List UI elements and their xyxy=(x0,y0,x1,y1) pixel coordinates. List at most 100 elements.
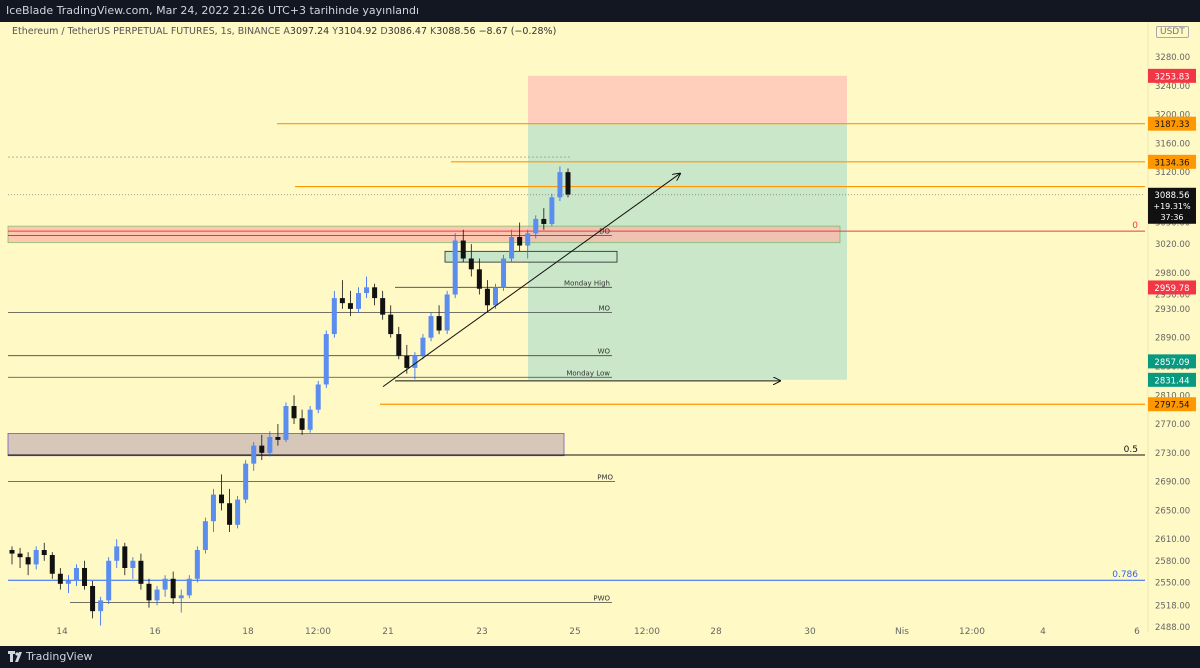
y-axis-tick: 2980.00 xyxy=(1155,269,1190,279)
footer-brand: TradingView xyxy=(26,650,93,663)
y-axis-tick: 3200.00 xyxy=(1155,111,1190,121)
currency-badge[interactable]: USDT xyxy=(1156,26,1189,38)
candle-body xyxy=(380,298,386,315)
price-label-text: 2831.44 xyxy=(1154,376,1189,386)
publish-header: IceBlade TradingView.com, Mar 24, 2022 2… xyxy=(0,0,1200,22)
candle-body xyxy=(98,600,104,612)
candle-body xyxy=(33,549,39,565)
candle-body xyxy=(267,437,273,453)
price-chart[interactable]: 0 0.5 0.786 DO Monday High MO WO Monday Low PMO P… xyxy=(0,22,1200,646)
candle-body xyxy=(428,316,434,338)
candle-body xyxy=(235,499,241,525)
x-axis-tick: 12:00 xyxy=(305,627,331,637)
y-axis-tick: 2770.00 xyxy=(1155,420,1190,430)
candle-countdown: 37:36 xyxy=(1160,213,1183,222)
price-label-text: 2857.09 xyxy=(1154,358,1189,368)
fvg-box[interactable] xyxy=(444,250,618,263)
footer-bar: TradingView xyxy=(0,646,1200,668)
candle-body xyxy=(114,546,120,561)
close-value: 3088.56 xyxy=(436,26,476,37)
key-level-label: WO xyxy=(598,348,611,356)
candle-body xyxy=(25,557,31,565)
candle-body xyxy=(259,445,265,453)
position-stop-zone[interactable] xyxy=(528,75,847,124)
candle-body xyxy=(65,580,71,584)
candle-body xyxy=(162,578,168,590)
key-level-label: Monday High xyxy=(564,279,610,287)
x-axis-tick: 12:00 xyxy=(959,627,985,637)
candle-body xyxy=(307,409,313,430)
x-axis-tick: 28 xyxy=(710,627,722,637)
current-price-change: +19.31% xyxy=(1153,202,1191,211)
price-label-text: 3187.33 xyxy=(1154,120,1189,130)
fib-level-label: 0.786 xyxy=(1112,570,1138,580)
fib-level-label: 0.5 xyxy=(1124,445,1138,455)
price-label-box xyxy=(1148,154,1196,169)
y-axis-tick: 2930.00 xyxy=(1155,305,1190,315)
y-axis-tick: 2950.00 xyxy=(1155,291,1190,301)
candle-body xyxy=(90,585,96,612)
y-axis-tick: 3160.00 xyxy=(1155,139,1190,149)
high-value: 3104.92 xyxy=(338,26,378,37)
tradingview-logo-icon xyxy=(8,651,22,662)
x-axis-tick: Nis xyxy=(895,627,909,637)
price-label-box xyxy=(1148,372,1196,387)
candle-body xyxy=(130,560,136,568)
candle-body xyxy=(476,269,482,289)
x-axis-tick: 16 xyxy=(149,627,161,637)
price-label-box xyxy=(1148,397,1196,412)
current-price-value: 3088.56 xyxy=(1154,191,1189,201)
x-axis-tick: 21 xyxy=(382,627,393,637)
x-axis-tick: 25 xyxy=(569,627,580,637)
supply-zone-box[interactable] xyxy=(7,225,841,244)
y-axis-tick: 3120.00 xyxy=(1155,168,1190,178)
candle-body xyxy=(210,494,216,522)
x-axis-tick: 14 xyxy=(56,627,68,637)
y-axis-tick: 3020.00 xyxy=(1155,240,1190,250)
low-value: 3086.47 xyxy=(387,26,427,37)
close-label: K xyxy=(430,26,437,37)
candle-body xyxy=(364,287,370,294)
candle-body xyxy=(412,355,418,368)
candle-body xyxy=(404,355,410,368)
price-label-text: 3253.83 xyxy=(1154,72,1189,82)
candle-body xyxy=(146,583,152,601)
y-axis-tick: 3280.00 xyxy=(1155,53,1190,63)
trend-line-arrow[interactable] xyxy=(382,174,680,388)
x-axis-tick: 6 xyxy=(1134,627,1140,637)
candle-body xyxy=(509,236,515,259)
candle-body xyxy=(106,560,112,601)
candle-body xyxy=(227,503,233,525)
candle-body xyxy=(484,288,490,306)
price-label-box xyxy=(1148,116,1196,131)
candle-body xyxy=(291,406,297,419)
candle-body xyxy=(73,567,79,581)
candle-body xyxy=(525,233,531,246)
candle-body xyxy=(219,494,225,504)
x-axis-tick: 30 xyxy=(804,627,816,637)
candle-body xyxy=(565,172,571,195)
candle-body xyxy=(452,240,458,295)
key-level-label: PMO xyxy=(597,474,613,482)
open-value: 3097.24 xyxy=(289,26,330,37)
chart-area[interactable]: 0 0.5 0.786 DO Monday High MO WO Monday Low PMO P… xyxy=(0,22,1200,646)
candle-body xyxy=(202,521,208,550)
candle-body xyxy=(122,546,128,568)
candle-body xyxy=(194,549,200,579)
x-axis-tick: 12:00 xyxy=(634,627,660,637)
candle-body xyxy=(541,218,547,224)
candle-body xyxy=(243,463,249,500)
candle-body xyxy=(283,406,289,440)
y-axis-tick: 2810.00 xyxy=(1155,391,1190,401)
candle-body xyxy=(549,197,555,224)
candle-body xyxy=(372,287,378,299)
y-axis-tick: 2550.00 xyxy=(1155,578,1190,588)
y-axis-tick: 2730.00 xyxy=(1155,449,1190,459)
price-label-box xyxy=(1148,68,1196,83)
candle-body xyxy=(275,437,281,440)
candle-body xyxy=(420,337,426,356)
fib-level-label: 0 xyxy=(1132,221,1138,231)
candle-body xyxy=(299,418,305,430)
candle-body xyxy=(154,589,160,601)
y-axis-tick: 2890.00 xyxy=(1155,334,1190,344)
